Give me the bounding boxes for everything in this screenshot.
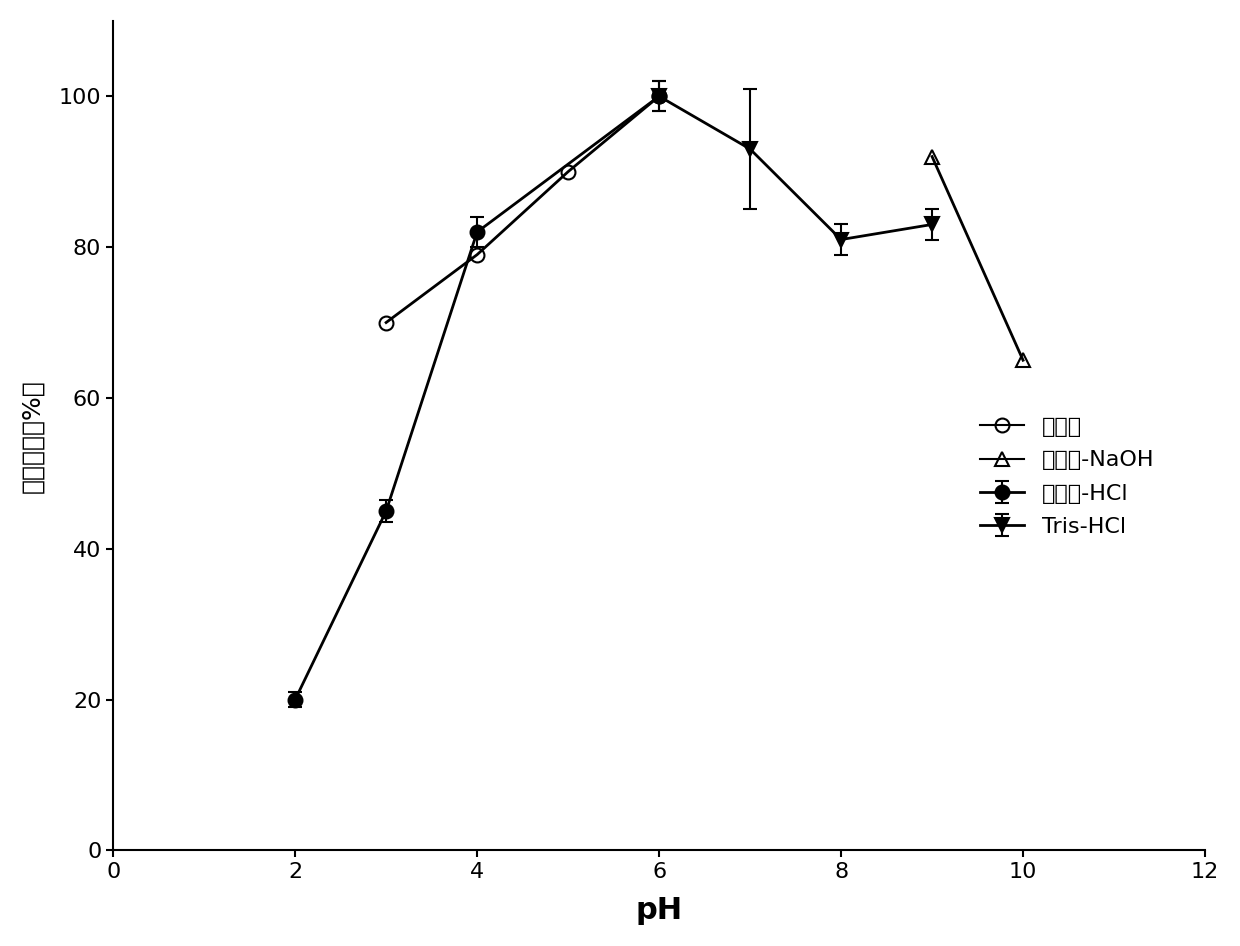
醋酸钠 xyxy=(652,91,667,102)
Line: 醋酸钠: 醋酸钠 xyxy=(379,89,666,329)
醋酸钠 xyxy=(560,166,575,177)
甘氨酸-NaOH xyxy=(1016,355,1030,366)
醋酸钠 xyxy=(378,317,393,328)
Y-axis label: 相对活性（%）: 相对活性（%） xyxy=(21,378,45,493)
甘氨酸-NaOH xyxy=(925,151,940,163)
Legend: 醋酸钠, 甘氨酸-NaOH, 甘氨酸-HCl, Tris-HCl: 醋酸钠, 甘氨酸-NaOH, 甘氨酸-HCl, Tris-HCl xyxy=(962,399,1172,555)
X-axis label: pH: pH xyxy=(636,896,683,925)
醋酸钠 xyxy=(470,249,485,260)
Line: 甘氨酸-NaOH: 甘氨酸-NaOH xyxy=(925,149,1030,367)
